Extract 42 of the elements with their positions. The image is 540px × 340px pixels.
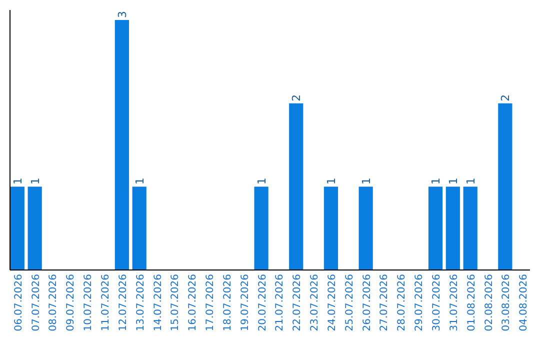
x-tick-label: 29.07.2026: [414, 274, 426, 332]
x-tick-label: 04.08.2026: [518, 274, 530, 332]
x-tick-label: 03.08.2026: [501, 274, 512, 332]
x-tick-label: 07.07.2026: [30, 274, 42, 332]
x-tick-label: 24.07.2026: [326, 274, 338, 332]
data-label: 1: [464, 178, 478, 185]
x-tick-label: 16.07.2026: [188, 274, 199, 332]
x-tick-label: 26.07.2026: [362, 274, 373, 332]
x-tick-label: 20.07.2026: [257, 274, 268, 332]
data-label: 1: [133, 178, 146, 185]
x-tick-label: 27.07.2026: [379, 274, 390, 332]
data-label: 1: [446, 178, 460, 185]
x-tick-label: 22.07.2026: [292, 274, 304, 332]
x-tick-label: 23.07.2026: [310, 274, 321, 332]
x-tick-label: 12.07.2026: [118, 274, 129, 332]
x-tick-label: 06.07.2026: [13, 274, 24, 332]
x-tick-label: 25.07.2026: [344, 274, 356, 332]
x-tick-label: 30.07.2026: [431, 274, 442, 332]
x-tick-label: 14.07.2026: [152, 274, 164, 332]
data-label: 2: [290, 94, 304, 102]
x-tick-label: 13.07.2026: [135, 274, 146, 332]
x-tick-label: 09.07.2026: [66, 274, 77, 332]
x-tick-label: 21.07.2026: [274, 274, 286, 332]
data-label: 1: [429, 178, 442, 185]
data-label: 1: [360, 178, 373, 185]
x-tick-label: 02.08.2026: [484, 274, 495, 332]
x-tick-label: 01.08.2026: [466, 274, 478, 332]
data-label: 1: [255, 178, 268, 185]
x-tick-label: 19.07.2026: [240, 274, 251, 332]
x-tick-label: 15.07.2026: [170, 274, 182, 332]
x-tick-label: 31.07.2026: [448, 274, 460, 332]
data-label: 1: [28, 178, 42, 185]
x-tick-label: 17.07.2026: [205, 274, 216, 332]
x-tick-label: 08.07.2026: [48, 274, 60, 332]
x-tick-label: 18.07.2026: [222, 274, 234, 332]
x-tick-label: 10.07.2026: [83, 274, 94, 332]
data-label: 3: [116, 11, 129, 18]
data-label: 1: [324, 178, 338, 185]
x-tick-label: 11.07.2026: [100, 274, 112, 332]
data-label: 2: [499, 94, 512, 102]
x-tick-label: 28.07.2026: [396, 274, 408, 332]
data-label: 1: [11, 178, 24, 185]
